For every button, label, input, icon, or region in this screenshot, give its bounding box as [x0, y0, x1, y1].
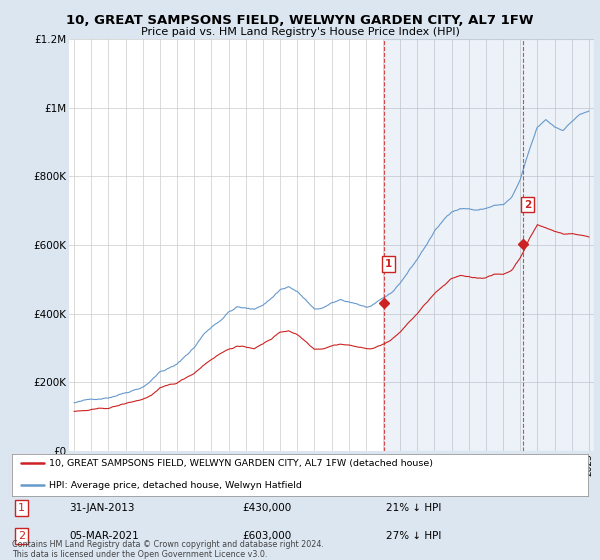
Text: £603,000: £603,000 [242, 531, 292, 541]
Text: 10, GREAT SAMPSONS FIELD, WELWYN GARDEN CITY, AL7 1FW: 10, GREAT SAMPSONS FIELD, WELWYN GARDEN … [66, 14, 534, 27]
Text: 2: 2 [524, 200, 531, 209]
Text: Contains HM Land Registry data © Crown copyright and database right 2024.
This d: Contains HM Land Registry data © Crown c… [12, 540, 324, 559]
Text: £430,000: £430,000 [242, 503, 292, 513]
Text: 1: 1 [385, 259, 392, 269]
Text: 2: 2 [18, 531, 25, 541]
Text: 31-JAN-2013: 31-JAN-2013 [70, 503, 135, 513]
Text: 21% ↓ HPI: 21% ↓ HPI [386, 503, 442, 513]
Text: 10, GREAT SAMPSONS FIELD, WELWYN GARDEN CITY, AL7 1FW (detached house): 10, GREAT SAMPSONS FIELD, WELWYN GARDEN … [49, 459, 433, 468]
Text: 27% ↓ HPI: 27% ↓ HPI [386, 531, 442, 541]
Text: HPI: Average price, detached house, Welwyn Hatfield: HPI: Average price, detached house, Welw… [49, 480, 302, 489]
Text: 05-MAR-2021: 05-MAR-2021 [70, 531, 139, 541]
Text: Price paid vs. HM Land Registry's House Price Index (HPI): Price paid vs. HM Land Registry's House … [140, 27, 460, 37]
Bar [385, 39, 594, 451]
Text: 1: 1 [18, 503, 25, 513]
